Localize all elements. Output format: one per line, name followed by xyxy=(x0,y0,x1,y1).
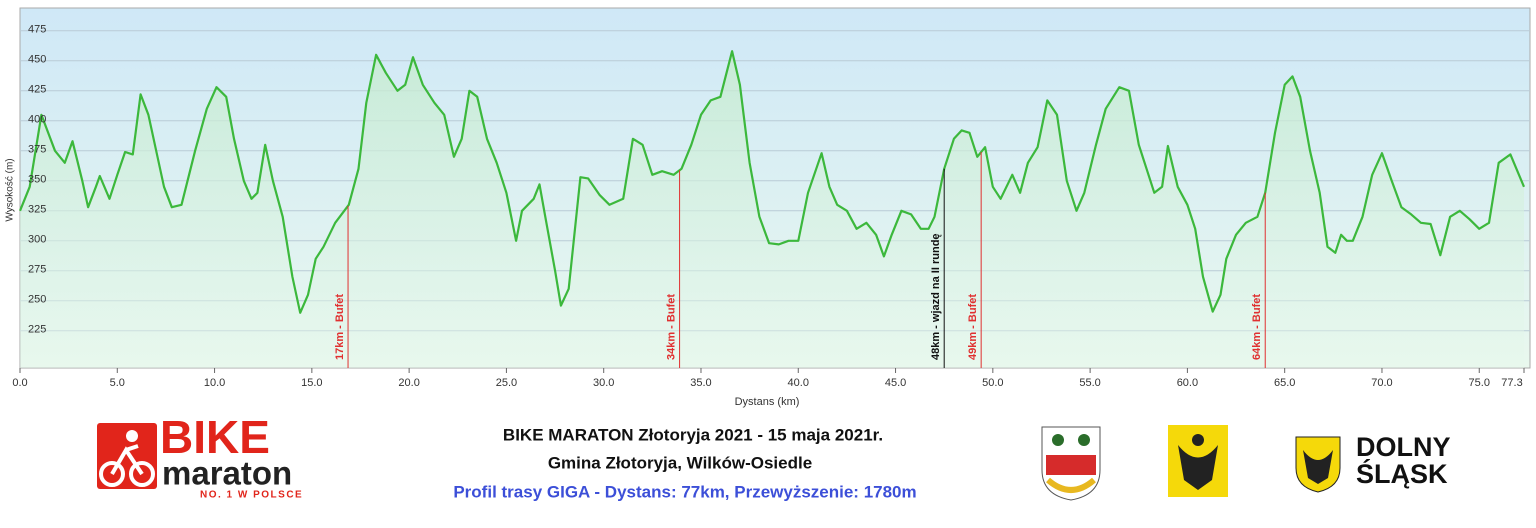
x-tick-label: 50.0 xyxy=(982,377,1003,389)
y-tick-label: 350 xyxy=(28,174,46,186)
y-tick-label: 425 xyxy=(28,84,46,96)
y-tick-label: 450 xyxy=(28,54,46,66)
x-tick-label: 40.0 xyxy=(788,377,809,389)
annotation-label: 48km - wjazd na II rundę xyxy=(930,233,942,360)
title: BIKE MARATON Złotoryja 2021 - 15 maja 20… xyxy=(503,425,883,444)
logo-text: maraton xyxy=(162,455,292,492)
y-tick-label: 275 xyxy=(28,264,46,276)
logo-text: DOLNY xyxy=(1356,432,1451,462)
x-tick-label: 0.0 xyxy=(12,377,27,389)
elevation-line xyxy=(18,50,1526,314)
annotation-label: 49km - Bufet xyxy=(967,294,979,360)
x-tick-label: 75.0 xyxy=(1469,377,1490,389)
subtitle: Gmina Złotoryja, Wilków-Osiedle xyxy=(548,453,812,472)
y-tick-label: 325 xyxy=(28,204,46,216)
annotation-label: 17km - Bufet xyxy=(334,294,346,360)
coat-of-arms xyxy=(1168,425,1228,497)
area-fill xyxy=(20,51,1524,368)
x-tick-label: 5.0 xyxy=(110,377,125,389)
x-tick-label: 60.0 xyxy=(1177,377,1198,389)
x-tick-label: 30.0 xyxy=(593,377,614,389)
y-tick-label: 375 xyxy=(28,144,46,156)
x-tick-label: 25.0 xyxy=(496,377,517,389)
caption: Profil trasy GIGA - Dystans: 77km, Przew… xyxy=(453,482,916,501)
y-axis-label: Wysokość (m) xyxy=(5,158,16,221)
dolny-slask-logo: DOLNY ŚLĄSK xyxy=(1295,432,1451,493)
y-tick-label: 225 xyxy=(28,324,46,336)
y-tick-label: 400 xyxy=(28,114,46,126)
annotation-label: 64km - Bufet xyxy=(1251,294,1263,360)
x-axis-label: Dystans (km) xyxy=(735,396,800,408)
x-tick-label: 20.0 xyxy=(398,377,419,389)
bike-logo: BIKE maraton NO. 1 W POLSCE xyxy=(97,411,303,501)
x-tick-label: 10.0 xyxy=(204,377,225,389)
logo-text: BIKE xyxy=(160,411,270,463)
annotation-label: 34km - Bufet xyxy=(665,294,677,360)
x-tick-label: 45.0 xyxy=(885,377,906,389)
x-tick-label: 35.0 xyxy=(690,377,711,389)
x-tick-label: 77.3 xyxy=(1501,377,1522,389)
y-tick-label: 250 xyxy=(28,294,46,306)
x-tick-label: 55.0 xyxy=(1079,377,1100,389)
y-tick-label: 300 xyxy=(28,234,46,246)
logo-text: NO. 1 W POLSCE xyxy=(200,490,303,501)
coat-of-arms xyxy=(1041,426,1101,501)
x-tick-label: 15.0 xyxy=(301,377,322,389)
y-tick-label: 475 xyxy=(28,24,46,36)
logo-text: ŚLĄSK xyxy=(1356,458,1448,489)
x-tick-label: 65.0 xyxy=(1274,377,1295,389)
x-tick-label: 70.0 xyxy=(1371,377,1392,389)
